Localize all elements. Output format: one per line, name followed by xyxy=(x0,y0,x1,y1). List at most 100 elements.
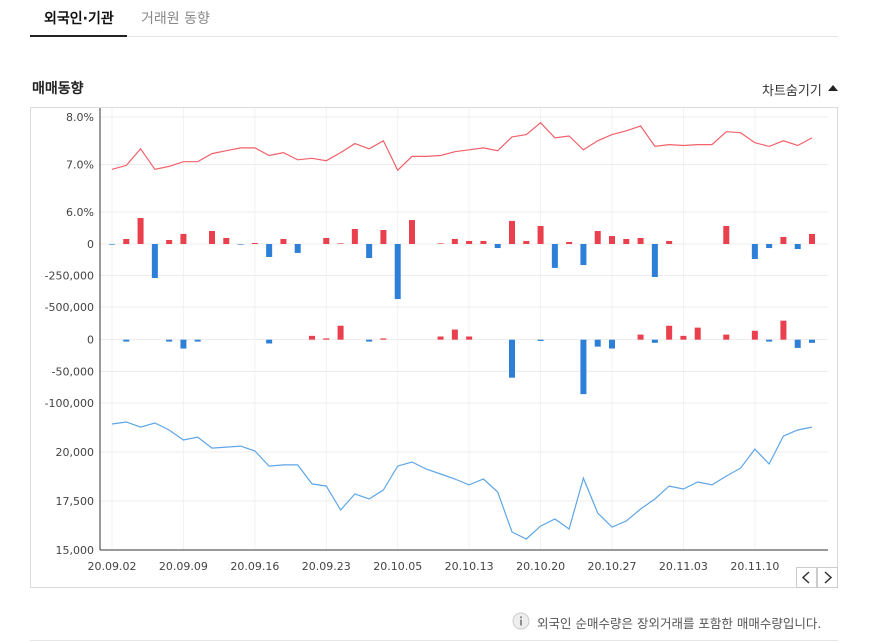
bar xyxy=(380,230,387,244)
bar xyxy=(809,233,815,244)
bar xyxy=(766,244,773,249)
bar xyxy=(323,338,330,340)
bar xyxy=(666,325,673,340)
bar xyxy=(780,320,787,340)
bar xyxy=(580,244,587,266)
bar xyxy=(366,244,373,258)
bar xyxy=(594,231,601,244)
y-tick-label: 8.0% xyxy=(66,111,94,124)
bar xyxy=(323,237,330,244)
bar xyxy=(751,330,758,340)
bar xyxy=(766,339,773,342)
bar xyxy=(651,339,658,343)
next-icon xyxy=(824,571,833,584)
bar xyxy=(509,220,515,244)
x-tick-label: 20.09.23 xyxy=(302,560,351,573)
bar xyxy=(580,339,587,395)
y-tick-label: 17,500 xyxy=(56,495,95,508)
prev-icon xyxy=(801,571,810,584)
bar xyxy=(266,339,273,344)
bar xyxy=(680,335,687,340)
y-tick-label: -50,000 xyxy=(52,365,94,378)
bar xyxy=(794,339,801,348)
x-tick-label: 20.11.10 xyxy=(730,560,779,573)
bar xyxy=(294,244,301,253)
bar xyxy=(351,229,358,244)
bottom-divider xyxy=(30,640,838,641)
bar xyxy=(180,339,187,349)
y-tick-label: 0 xyxy=(87,334,94,347)
chart-frame xyxy=(30,107,838,588)
bar xyxy=(151,244,158,279)
section-title: 매매동향 xyxy=(32,81,84,97)
prev-button[interactable] xyxy=(796,567,817,588)
x-tick-label: 20.09.02 xyxy=(88,560,137,573)
chart: 20.09.02 20.09.09 20.09.16 20.09.23 20.10.05… xyxy=(30,107,838,588)
bar xyxy=(594,339,601,347)
tab-active[interactable]: 외국인·기관 xyxy=(44,11,114,27)
bar xyxy=(694,327,701,340)
bar xyxy=(209,231,215,244)
bar xyxy=(337,325,344,340)
bar xyxy=(366,339,373,342)
bar xyxy=(609,339,615,349)
bar xyxy=(194,339,201,342)
bar xyxy=(223,237,230,244)
bar xyxy=(509,339,515,378)
info-icon xyxy=(512,612,530,630)
next-button[interactable] xyxy=(817,567,838,588)
bar xyxy=(451,238,458,244)
bar xyxy=(551,244,558,268)
bar xyxy=(123,238,130,244)
tab-indicator xyxy=(30,35,127,37)
bar xyxy=(137,218,144,244)
x-tick-label: 20.10.05 xyxy=(373,560,422,573)
bar xyxy=(251,242,258,244)
toggle-chart[interactable]: 차트숨기기 xyxy=(762,84,822,99)
bar xyxy=(537,339,544,341)
y-tick-label: 20,000 xyxy=(56,446,95,459)
bar xyxy=(523,240,530,244)
y-tick-label: 7.0% xyxy=(66,159,94,172)
bar xyxy=(466,336,473,340)
bar xyxy=(637,334,644,340)
bar xyxy=(494,244,501,249)
bar xyxy=(637,237,644,244)
bar xyxy=(266,244,273,257)
bar xyxy=(780,236,787,244)
bar xyxy=(466,240,473,244)
y-tick-label: -250,000 xyxy=(45,270,94,283)
bar xyxy=(109,244,115,245)
x-tick-label: 20.10.20 xyxy=(516,560,565,573)
x-tick-label: 20.10.13 xyxy=(445,560,494,573)
bar xyxy=(666,240,673,244)
x-tick-label: 20.09.09 xyxy=(159,560,208,573)
bar xyxy=(123,339,130,342)
tab-divider xyxy=(30,36,838,37)
bar xyxy=(651,244,658,278)
bar xyxy=(180,233,187,244)
bar xyxy=(566,241,573,244)
x-tick-label: 20.11.03 xyxy=(659,560,708,573)
bar xyxy=(451,329,458,340)
y-tick-label: 0 xyxy=(87,238,94,251)
toggle-icon[interactable] xyxy=(828,84,838,92)
bar xyxy=(794,244,801,250)
y-tick-label: 15,000 xyxy=(56,544,95,557)
tab[interactable]: 거래원 동향 xyxy=(141,11,210,27)
bar xyxy=(480,240,487,244)
bar xyxy=(380,338,387,340)
bar xyxy=(751,244,758,259)
bar xyxy=(437,336,444,340)
bar xyxy=(437,243,444,244)
pager xyxy=(796,567,838,588)
bar xyxy=(537,225,544,244)
line-series xyxy=(111,421,813,540)
footnote: 외국인 순매수량은 장외거래를 포함한 매매수량입니다. xyxy=(537,616,822,631)
bar xyxy=(280,238,287,244)
bar xyxy=(237,244,244,245)
y-tick-label: -500,000 xyxy=(45,301,94,314)
bar xyxy=(337,243,344,244)
x-tick-label: 20.09.16 xyxy=(230,560,279,573)
